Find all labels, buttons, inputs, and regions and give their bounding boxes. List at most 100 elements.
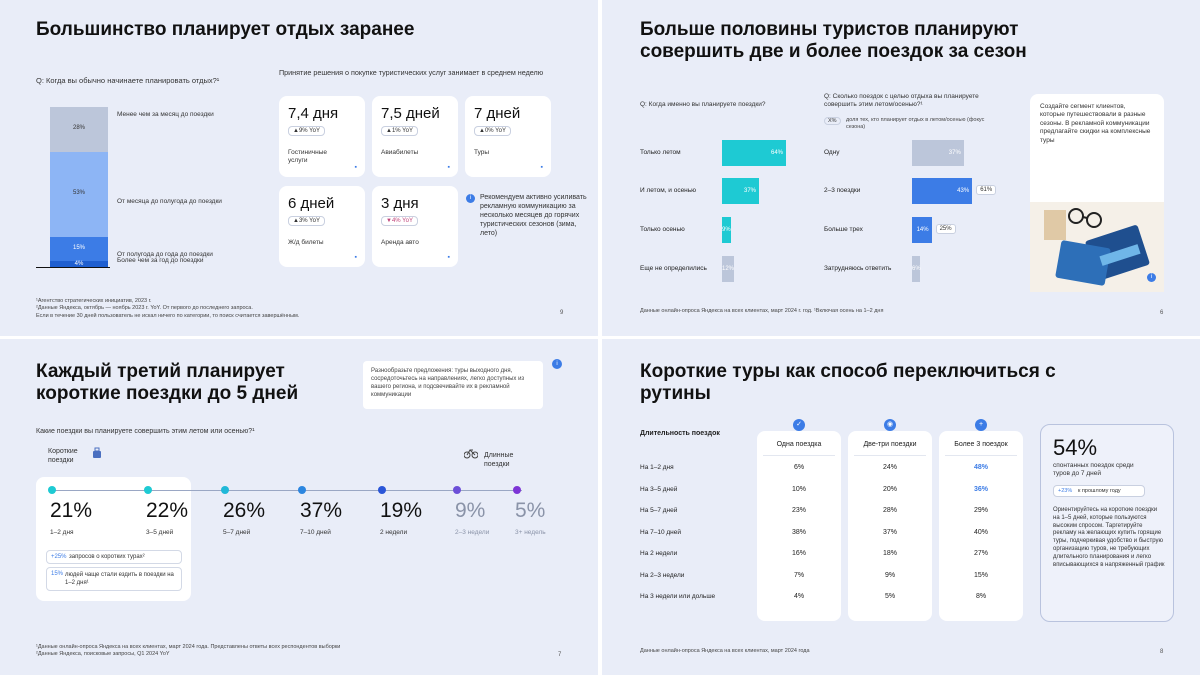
plus-icon: + [975, 419, 987, 431]
side-text: Ориентируйтесь на короткие поездки на 1–… [1053, 507, 1165, 568]
check-icon: ✓ [793, 419, 805, 431]
tip-card: Создайте сегмент клиентов, которые путеш… [1030, 94, 1164, 292]
segment-value: 4% [74, 260, 84, 267]
info-icon: i [552, 359, 562, 369]
page-number: 8 [1160, 649, 1164, 655]
card-value: 7,5 дней [381, 105, 440, 122]
yoy-badge: ▲3% YoY [288, 216, 325, 226]
bed-icon: ▪ [354, 164, 357, 171]
slide-title: Большинство планирует отдых заранее [36, 19, 415, 40]
row-label: На 2 недели [640, 550, 678, 557]
timeline-dot [221, 486, 229, 494]
stat-card: 7 дней ▲0% YoY Туры ▪ [465, 96, 551, 177]
table-cell: 36% [973, 485, 988, 493]
row-label: На 2–3 недели [640, 571, 685, 579]
slide-title: Каждый третий планирует короткие поездки… [36, 361, 299, 404]
stat-card: 6 дней ▲3% YoY Ж/д билеты ▪ [279, 186, 365, 267]
long-trips-label: Длинные поездки [484, 452, 514, 469]
timeline-dot [378, 486, 386, 494]
stack-segment: 15% [50, 236, 108, 261]
column-title: Две-три поездки [863, 441, 917, 448]
card-value: 7 дней [474, 105, 521, 122]
footnotes: ¹Агентство стратегических инициатив, 202… [36, 298, 456, 320]
plane-icon: ▪ [447, 164, 450, 171]
luggage-icon [93, 447, 101, 458]
share-pill: 61% [976, 185, 997, 195]
column-title: Более 3 поездок [954, 441, 1008, 448]
stat-card: 54% спонтанных поездок среди туров до 7 … [1040, 424, 1174, 622]
column-header: Длительность поездок [640, 430, 720, 437]
train-icon: ▪ [354, 254, 357, 261]
table-cell: 29% [973, 507, 988, 514]
info-icon: i [1147, 273, 1156, 282]
table-cell: 40% [973, 528, 988, 536]
segment-value: 53% [72, 190, 85, 197]
table-cell: 20% [882, 485, 897, 493]
car-icon: ▪ [447, 254, 450, 261]
timeline-dot [144, 486, 152, 494]
timeline-label: 2 недели [380, 529, 408, 536]
column-card [848, 431, 932, 621]
table-cell: 7% [793, 571, 805, 579]
table-cell: 16% [791, 550, 806, 557]
stack-segment: 4% [50, 260, 108, 267]
short-trips-label-group: Короткие поездки [48, 447, 118, 465]
table-cell: 27% [973, 550, 988, 557]
slide-title: Короткие туры как способ переключиться с… [640, 361, 1056, 404]
segment-label: От полугода до года до поездки [117, 250, 213, 258]
row-label: Только летом [640, 149, 681, 156]
column-divider [763, 455, 835, 456]
footnote: ²Данные Яндекса, поисковые запросы, Q1 2… [36, 651, 170, 658]
segment-label: Менее чем за месяц до поездки [117, 111, 214, 118]
table-cell: 6% [793, 464, 805, 471]
note-highlight: 15% [51, 571, 64, 577]
yoy-badge: ▲0% YoY [474, 126, 511, 136]
timeline-label: 3+ недель [515, 529, 546, 536]
stack-segment: 28% [50, 107, 108, 152]
table-cell: 48% [973, 464, 988, 471]
stat-big: 54% [1053, 435, 1098, 460]
note-pill-1: +25% запросов о коротких турах² [46, 550, 182, 564]
timeline-label: 3–5 дней [146, 529, 174, 536]
table-cell: 10% [791, 485, 806, 493]
row-label: Затрудняюсь ответить [824, 265, 892, 272]
card-value: 7,4 дня [288, 105, 339, 122]
footnote: ¹Агентство стратегических инициатив, 202… [36, 298, 152, 304]
card-label: Ж/д билеты [288, 239, 324, 246]
stack-segment: 53% [50, 151, 108, 237]
table-cell: 28% [882, 507, 897, 514]
timeline-label: 5–7 дней [223, 529, 251, 536]
table-cell: 24% [882, 464, 897, 471]
timeline-dot [48, 486, 56, 494]
segment-value: 15% [72, 244, 85, 251]
column-divider [945, 455, 1017, 456]
slide-title: Больше половины туристов планируют совер… [640, 19, 1027, 62]
table-cell: 4% [793, 593, 805, 600]
bar: 14% [912, 217, 932, 243]
row-label: Больше трех [824, 226, 863, 233]
card-label: Туры [474, 149, 490, 156]
timeline-line [52, 490, 522, 491]
note-highlight: +25% [51, 554, 67, 560]
note-pill-2: 15% людей чаще стали ездить в поездки на… [46, 567, 182, 591]
legend-text: доля тех, кто планирует отдых в летом/ос… [846, 117, 985, 131]
table-cell: 8% [975, 593, 987, 600]
card-label: Авиабилеты [381, 149, 419, 156]
decision-header: Принятие решения о покупке туристических… [279, 68, 544, 77]
short-trips-label: Короткие поездки [48, 448, 78, 465]
slide-short-tours: Короткие туры как способ переключиться с… [602, 339, 1200, 675]
card-value: 3 дня [381, 195, 419, 212]
footnote: ¹Данные онлайн-опроса Яндекса на всех кл… [36, 644, 341, 650]
page-number: 7 [558, 652, 562, 658]
bus-icon: ▪ [540, 164, 543, 171]
stat-pill-highlight: +23% [1058, 488, 1073, 494]
recommendation-text: Рекомендуем активно усиливать рекламную … [480, 194, 587, 238]
camera-icon: ◉ [884, 419, 896, 431]
row-label: На 7–10 дней [640, 528, 682, 536]
question: Какие поездки вы планируете совершить эт… [36, 428, 255, 435]
card-label: Аренда авто [381, 239, 419, 246]
yoy-badge: ▼4% YoY [381, 216, 418, 226]
share-pill: 25% [935, 224, 956, 234]
stat-card: 7,5 дней ▲1% YoY Авиабилеты ▪ [372, 96, 458, 177]
